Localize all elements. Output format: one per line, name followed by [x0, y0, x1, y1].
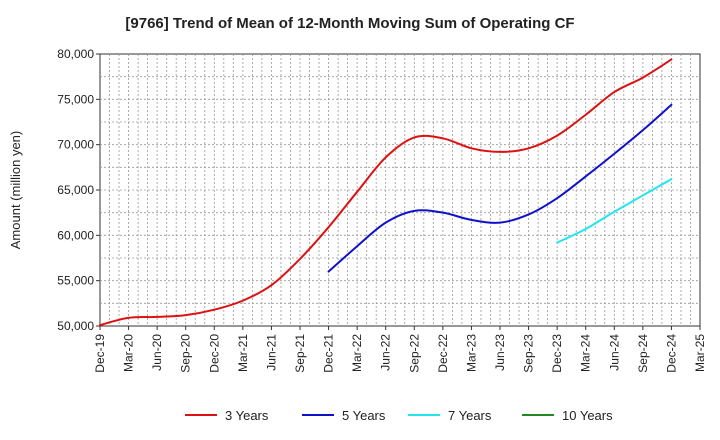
x-tick-label: Dec-19 [93, 334, 107, 373]
grid [100, 54, 700, 326]
x-tick-label: Jun-20 [150, 334, 164, 371]
y-axis-label: Amount (million yen) [8, 131, 23, 250]
legend-label-10-years: 10 Years [562, 408, 613, 423]
series-line-5-years [327, 103, 673, 273]
x-tick-label: Sep-24 [636, 334, 650, 373]
x-tick-label: Jun-21 [264, 334, 278, 371]
legend-label-7-years: 7 Years [448, 408, 492, 423]
legend: 3 Years 5 Years 7 Years 10 Years [185, 408, 613, 423]
x-tick-label: Sep-21 [293, 334, 307, 373]
x-tick-label: Sep-22 [407, 334, 421, 373]
x-tick-label: Mar-23 [464, 334, 478, 372]
x-tick-label: Dec-20 [207, 334, 221, 373]
x-tick-label: Dec-24 [664, 334, 678, 373]
x-tick-label: Mar-24 [579, 334, 593, 372]
x-tick-label: Mar-22 [350, 334, 364, 372]
x-tick-label: Sep-23 [522, 334, 536, 373]
legend-label-3-years: 3 Years [225, 408, 269, 423]
y-tick-label: 60,000 [57, 228, 94, 242]
x-tick-label: Dec-23 [550, 334, 564, 373]
y-tick-label: 80,000 [57, 47, 94, 61]
x-tick-label: Sep-20 [179, 334, 193, 373]
series-line-7-years [556, 178, 673, 244]
series-line-3-years [99, 58, 673, 327]
x-tick-label: Jun-23 [493, 334, 507, 371]
y-tick-label: 65,000 [57, 183, 94, 197]
y-axis: 50,000 55,000 60,000 65,000 70,000 75,000 80,0… [57, 47, 100, 333]
x-tick-label: Dec-22 [436, 334, 450, 373]
legend-label-5-years: 5 Years [342, 408, 386, 423]
x-tick-label: Mar-21 [236, 334, 250, 372]
x-tick-label: Mar-25 [693, 334, 707, 372]
y-tick-label: 75,000 [57, 92, 94, 106]
series-group [99, 58, 673, 327]
x-tick-label: Jun-22 [379, 334, 393, 371]
x-axis: Dec-19 Mar-20 Jun-20 Sep-20 Dec-20 Mar-21 Jun-… [93, 326, 707, 373]
x-tick-label: Dec-21 [322, 334, 336, 373]
x-tick-label: Mar-20 [122, 334, 136, 372]
chart-title: [9766] Trend of Mean of 12-Month Moving … [125, 15, 574, 32]
y-tick-label: 50,000 [57, 319, 94, 333]
y-tick-label: 70,000 [57, 138, 94, 152]
x-tick-label: Jun-24 [607, 334, 621, 371]
y-tick-label: 55,000 [57, 274, 94, 288]
